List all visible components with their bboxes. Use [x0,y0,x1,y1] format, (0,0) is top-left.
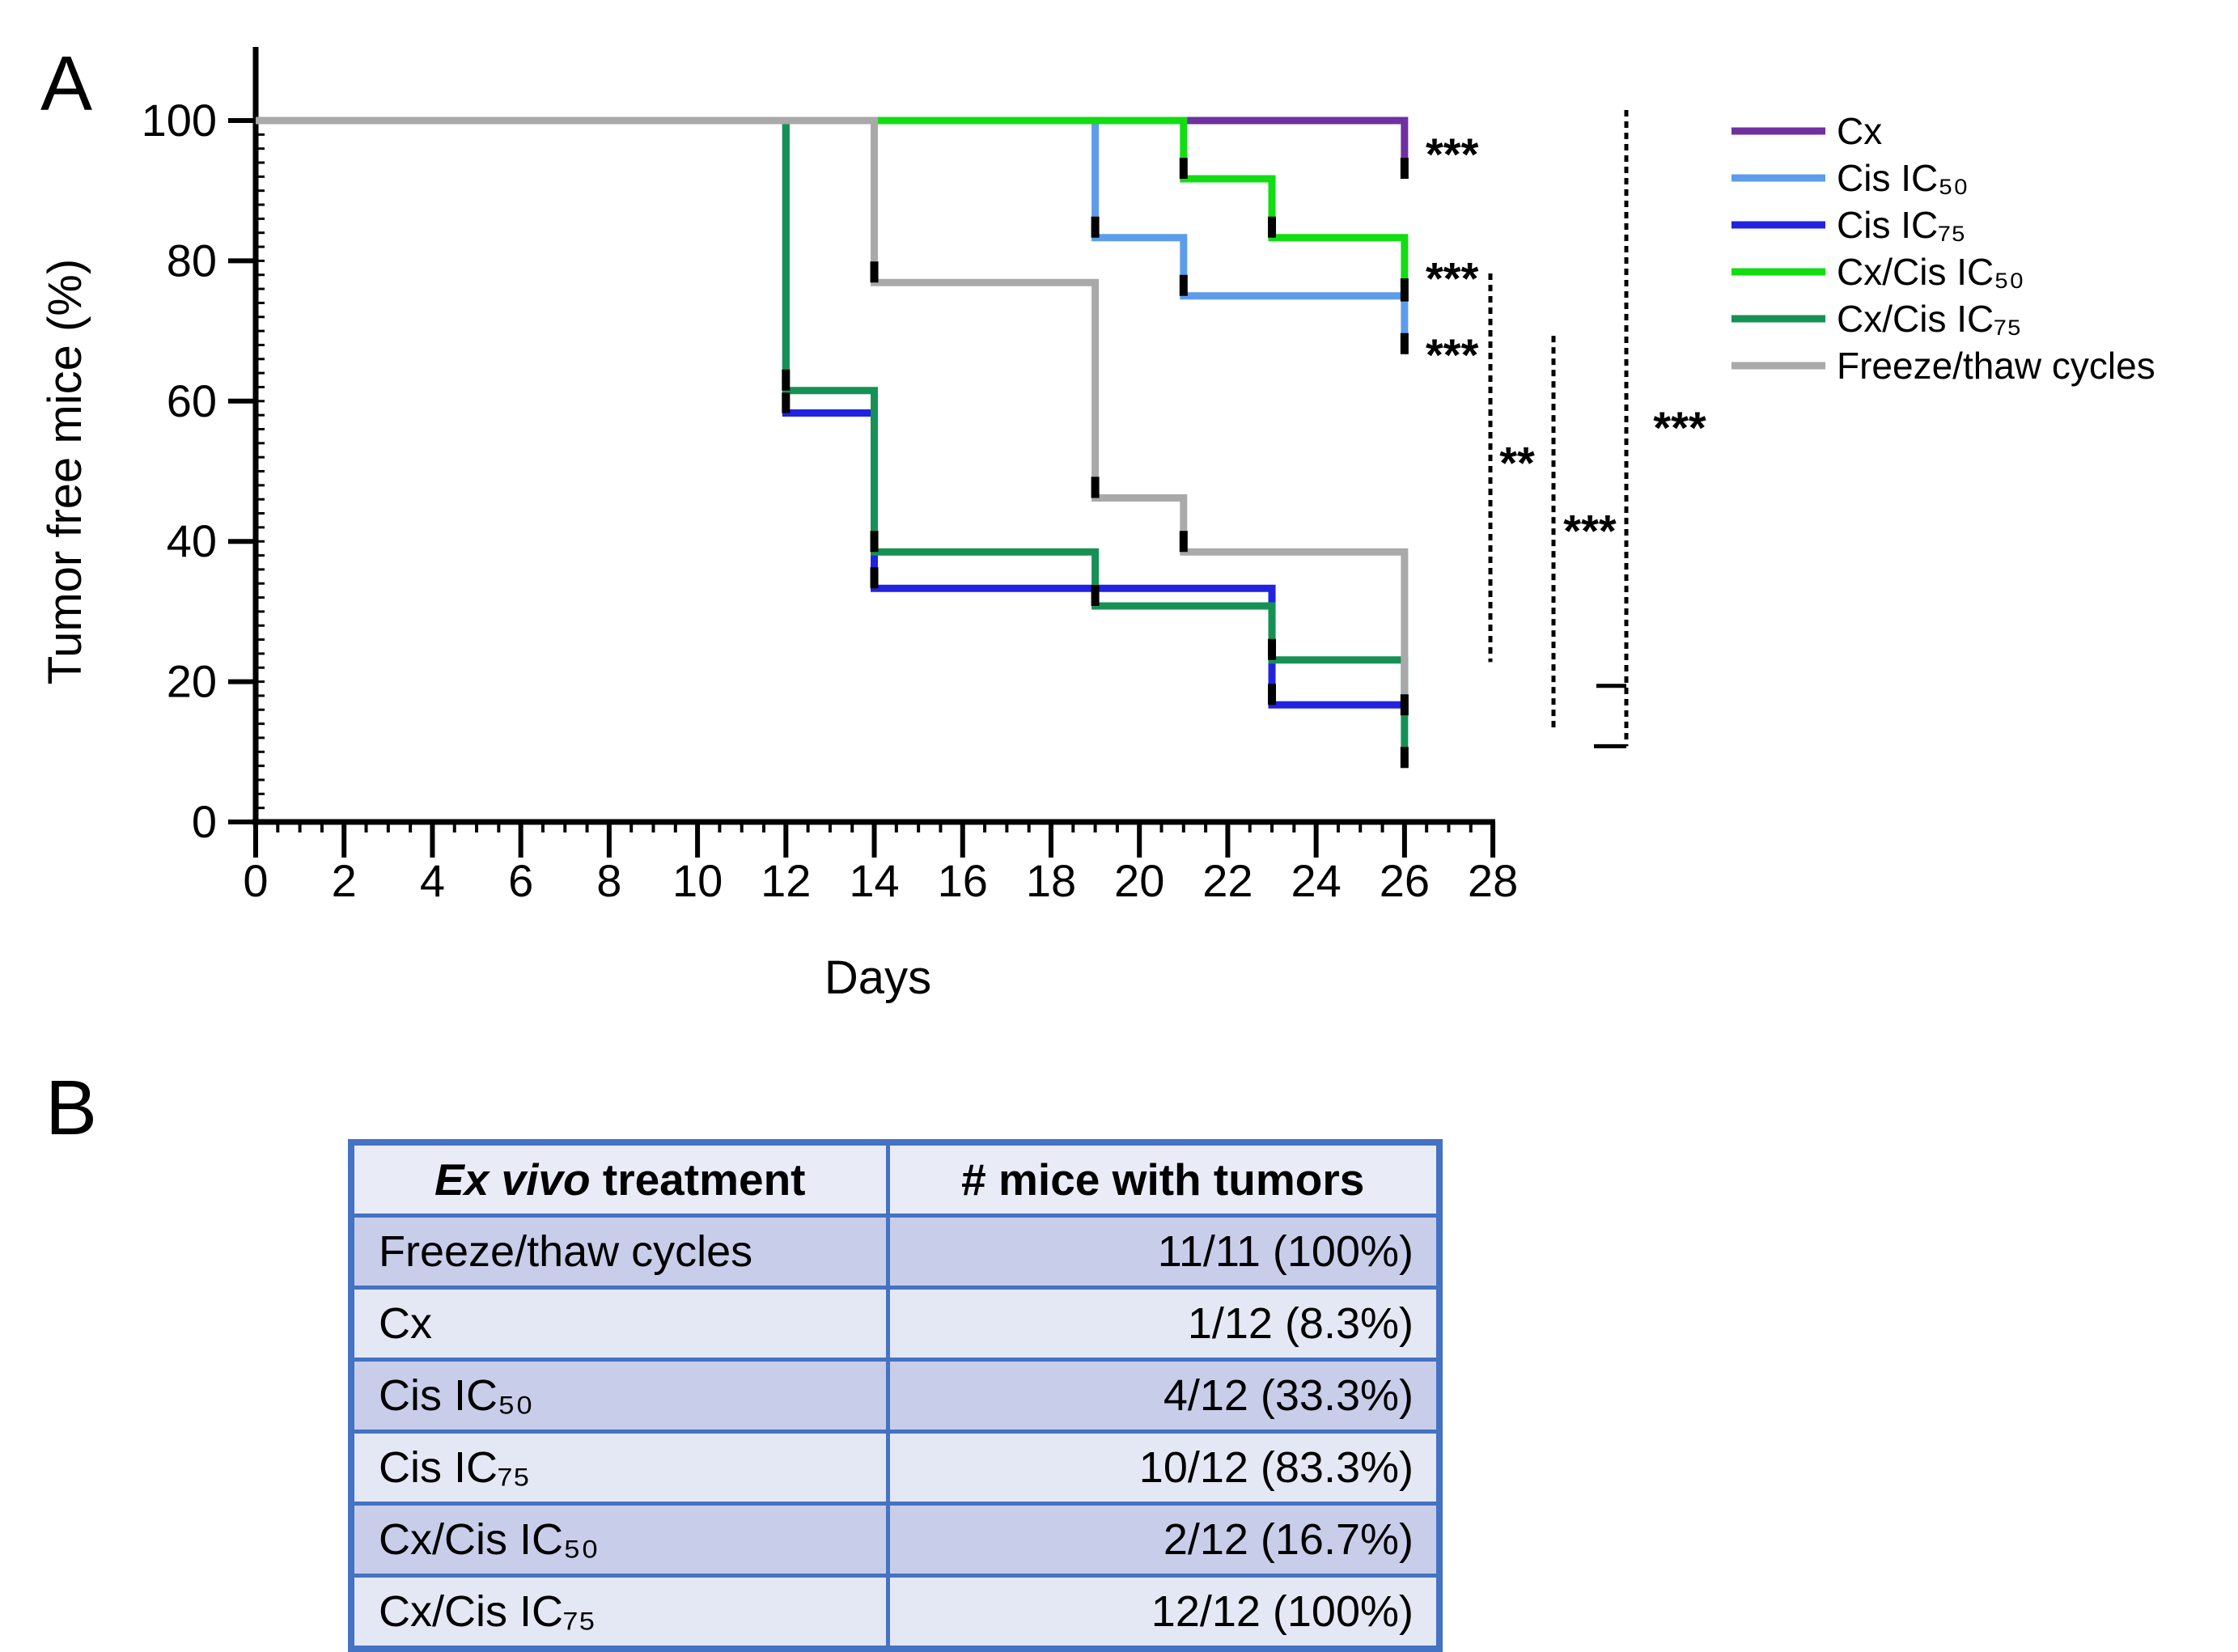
significance-stars: *** [1426,129,1479,180]
x-tick-label: 26 [1380,855,1430,906]
table-header-treatment: Ex vivo treatment [349,1140,890,1218]
value-cell: 4/12 (33.3%) [885,1358,1442,1434]
y-tick-label: 0 [192,796,217,847]
survival-curve-1 [256,116,1409,179]
x-tick-label: 22 [1202,855,1253,906]
tumor-incidence-table: Ex vivo treatment # mice with tumors Fre… [348,1139,1443,1652]
y-tick-label: 100 [142,95,217,146]
x-axis-title: Days [824,951,931,1004]
table-row: Cis IC₇₅ 10/12 (83.3%) [349,1430,1442,1506]
significance-stars: *** [1653,402,1706,453]
table-row: Cx/Cis IC₅₀ 2/12 (16.7%) [349,1502,1442,1578]
x-tick-label: 24 [1291,855,1341,906]
treatment-rest: treatment [590,1154,806,1205]
x-tick-label: 28 [1468,855,1518,906]
treatment-cell: Freeze/thaw cycles [349,1214,890,1290]
value-cell: 1/12 (8.3%) [885,1286,1442,1362]
y-tick-label: 20 [167,656,217,707]
table-row: Cx/Cis IC₇₅ 12/12 (100%) [349,1574,1442,1651]
y-tick-label: 40 [167,515,217,566]
x-tick-label: 12 [761,855,811,906]
survival-curve-5 [256,116,1409,769]
panel-a-label: A [40,40,93,127]
value-cell: 2/12 (16.7%) [885,1502,1442,1578]
legend-label: Cis IC₇₅ [1837,204,1966,246]
treatment-cell: Cis IC₅₀ [349,1358,890,1434]
significance-stars: ** [1499,437,1535,488]
survival-curve-2 [256,116,1409,354]
survival-curve-6 [256,116,1409,716]
legend-label: Cx/Cis IC₅₀ [1837,251,2024,293]
table-header-mice-with-tumors: # mice with tumors [885,1140,1442,1218]
panel-b-label: B [45,1065,98,1151]
x-tick-label: 6 [508,855,533,906]
x-tick-label: 18 [1026,855,1076,906]
treatment-cell: Cx/Cis IC₅₀ [349,1502,890,1578]
value-cell: 11/11 (100%) [885,1214,1442,1290]
significance-stars: *** [1426,252,1479,303]
treatment-cell: Cx [349,1286,890,1362]
x-tick-label: 20 [1114,855,1164,906]
y-tick-label: 60 [167,375,217,426]
y-axis-title: Tumor free mice (%) [39,259,91,684]
table-header-row: Ex vivo treatment # mice with tumors [349,1140,1442,1218]
significance-stars: *** [1563,505,1617,556]
value-cell: 10/12 (83.3%) [885,1430,1442,1506]
table-row: Cx 1/12 (8.3%) [349,1286,1442,1362]
x-tick-label: 10 [672,855,723,906]
table-row: Freeze/thaw cycles 11/11 (100%) [349,1214,1442,1290]
x-tick-label: 14 [849,855,899,906]
value-cell: 12/12 (100%) [885,1574,1442,1651]
table-row: Cis IC₅₀ 4/12 (33.3%) [349,1358,1442,1434]
y-tick-label: 80 [167,235,217,286]
significance-stars: *** [1426,329,1479,380]
x-tick-label: 4 [420,855,445,906]
legend-label: Cis IC₅₀ [1837,157,1969,199]
survival-curve-4 [256,116,1409,296]
x-tick-label: 2 [332,855,357,906]
treatment-cell: Cis IC₇₅ [349,1430,890,1506]
x-tick-label: 8 [596,855,621,906]
x-tick-label: 0 [243,855,268,906]
survival-curve-3 [256,116,1405,709]
x-tick-label: 16 [938,855,988,906]
ex-vivo-italic: Ex vivo [434,1154,591,1205]
treatment-cell: Cx/Cis IC₇₅ [349,1574,890,1651]
legend-label: Cx [1837,110,1882,152]
legend-label: Cx/Cis IC₇₅ [1837,298,2022,340]
legend-label: Freeze/thaw cycles [1837,345,2155,387]
